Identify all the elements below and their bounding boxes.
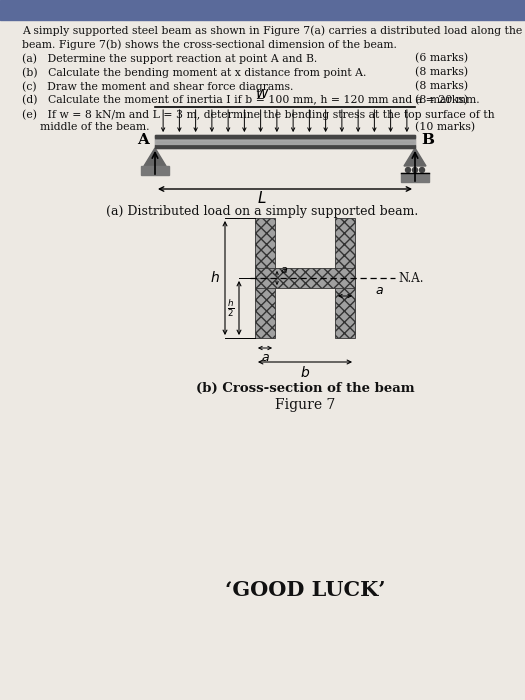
Text: (a)   Determine the support reaction at point A and B.: (a) Determine the support reaction at po… [22,53,317,64]
Text: (a) Distributed load on a simply supported beam.: (a) Distributed load on a simply support… [106,205,418,218]
Text: N.A.: N.A. [398,272,424,284]
Text: (c)   Draw the moment and shear force diagrams.: (c) Draw the moment and shear force diag… [22,81,293,92]
Text: $h$: $h$ [210,270,220,286]
Bar [0,0,525,20]
Bar [141,166,169,175]
Text: (d)   Calculate the moment of inertia I if b = 100 mm, h = 120 mm and a = 20 mm.: (d) Calculate the moment of inertia I if… [22,95,480,105]
Bar [401,173,429,182]
Text: middle of the beam.: middle of the beam. [40,122,150,132]
Polygon shape [144,148,166,166]
Text: $w$: $w$ [255,87,269,101]
Circle shape [405,167,411,172]
Text: $L$: $L$ [257,190,267,206]
Text: (10 marks): (10 marks) [415,122,475,132]
Bar [155,135,415,148]
Bar [335,218,355,338]
Text: (b)   Calculate the bending moment at x distance from point A.: (b) Calculate the bending moment at x di… [22,67,366,78]
Text: $b$: $b$ [300,365,310,380]
Text: $a$: $a$ [280,265,288,275]
Text: A: A [137,134,149,148]
Bar [155,135,415,138]
Text: (e)   If w = 8 kN/m and L = 3 m, determine the bending stress at the top surface: (e) If w = 8 kN/m and L = 3 m, determine… [22,109,495,120]
Text: (8 marks): (8 marks) [415,67,468,77]
Polygon shape [404,148,426,166]
Bar [155,145,415,148]
Text: B: B [421,134,434,148]
Text: Figure 7: Figure 7 [275,398,335,412]
Text: $\frac{h}{2}$: $\frac{h}{2}$ [227,298,235,318]
Text: (6 marks): (6 marks) [415,53,468,63]
Text: (b) Cross-section of the beam: (b) Cross-section of the beam [196,382,414,395]
Text: A simply supported steel beam as shown in Figure 7(a) carries a distributed load: A simply supported steel beam as shown i… [22,25,522,36]
Circle shape [419,167,425,172]
Text: $a$: $a$ [260,351,269,364]
Text: beam. Figure 7(b) shows the cross-sectional dimension of the beam.: beam. Figure 7(b) shows the cross-sectio… [22,39,397,50]
Text: ‘GOOD LUCK’: ‘GOOD LUCK’ [225,580,385,600]
Bar [255,218,275,338]
Text: $a$: $a$ [375,284,384,298]
Bar [155,140,415,144]
Circle shape [413,167,417,172]
Text: (8 marks): (8 marks) [415,81,468,91]
Text: (8 marks): (8 marks) [415,95,468,105]
Bar [255,268,355,288]
